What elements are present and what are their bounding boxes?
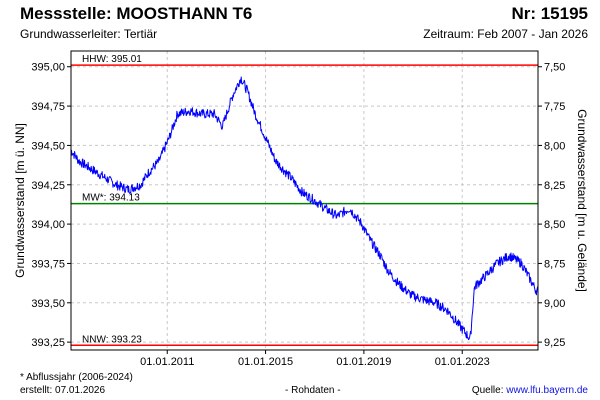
left-tick-label: 394,25	[31, 180, 65, 192]
period-label: Zeitraum: Feb 2007 - Jan 2026	[423, 27, 588, 41]
right-tick-label: 8,25	[544, 180, 565, 192]
right-tick-label: 9,25	[544, 337, 565, 349]
right-tick-label: 8,50	[544, 219, 565, 231]
aquifer-subtitle: Grundwasserleiter: Tertiär	[20, 27, 158, 41]
plot-frame	[70, 50, 539, 351]
footnote: * Abflussjahr (2006-2024)	[20, 372, 133, 383]
station-number: Nr: 15195	[511, 4, 588, 23]
left-tick-label: 395,00	[31, 62, 65, 74]
x-tick-label: 01.01.2023	[435, 356, 490, 368]
left-tick-label: 393,75	[31, 258, 65, 270]
y-axis-label-left: Grundwasserstand [m ü. NN]	[13, 123, 27, 278]
series-line	[70, 76, 539, 341]
x-tick-label: 01.01.2019	[336, 356, 391, 368]
right-tick-label: 7,75	[544, 101, 565, 113]
y-axis-label-right: Grundwasserstand [m u. Gelände]	[575, 109, 589, 292]
x-tick-label: 01.01.2011	[140, 356, 194, 368]
nnw-label: NNW: 393.23	[82, 334, 142, 345]
created-date: erstellt: 07.01.2026	[20, 385, 106, 396]
source-label: Quelle:	[471, 385, 507, 396]
left-tick-label: 394,00	[31, 219, 65, 231]
mw-label: MW*: 394.13	[82, 193, 140, 204]
left-tick-label: 393,50	[31, 298, 65, 310]
source-credit: Quelle: www.lfu.bayern.de	[472, 385, 588, 396]
left-tick-label: 393,25	[31, 337, 65, 349]
right-tick-label: 8,00	[544, 140, 565, 152]
left-tick-label: 394,75	[31, 101, 65, 113]
hhw-label: HHW: 395.01	[82, 54, 142, 65]
data-type-label: - Rohdaten -	[285, 385, 341, 396]
source-link[interactable]: www.lfu.bayern.de	[506, 385, 588, 396]
x-tick-label: 01.01.2015	[238, 356, 293, 368]
left-tick-label: 394,50	[31, 140, 65, 152]
right-tick-label: 7,50	[544, 62, 565, 74]
right-tick-label: 9,00	[544, 298, 565, 310]
page-title: Messstelle: MOOSTHANN T6	[20, 4, 253, 23]
right-tick-label: 8,75	[544, 258, 565, 270]
